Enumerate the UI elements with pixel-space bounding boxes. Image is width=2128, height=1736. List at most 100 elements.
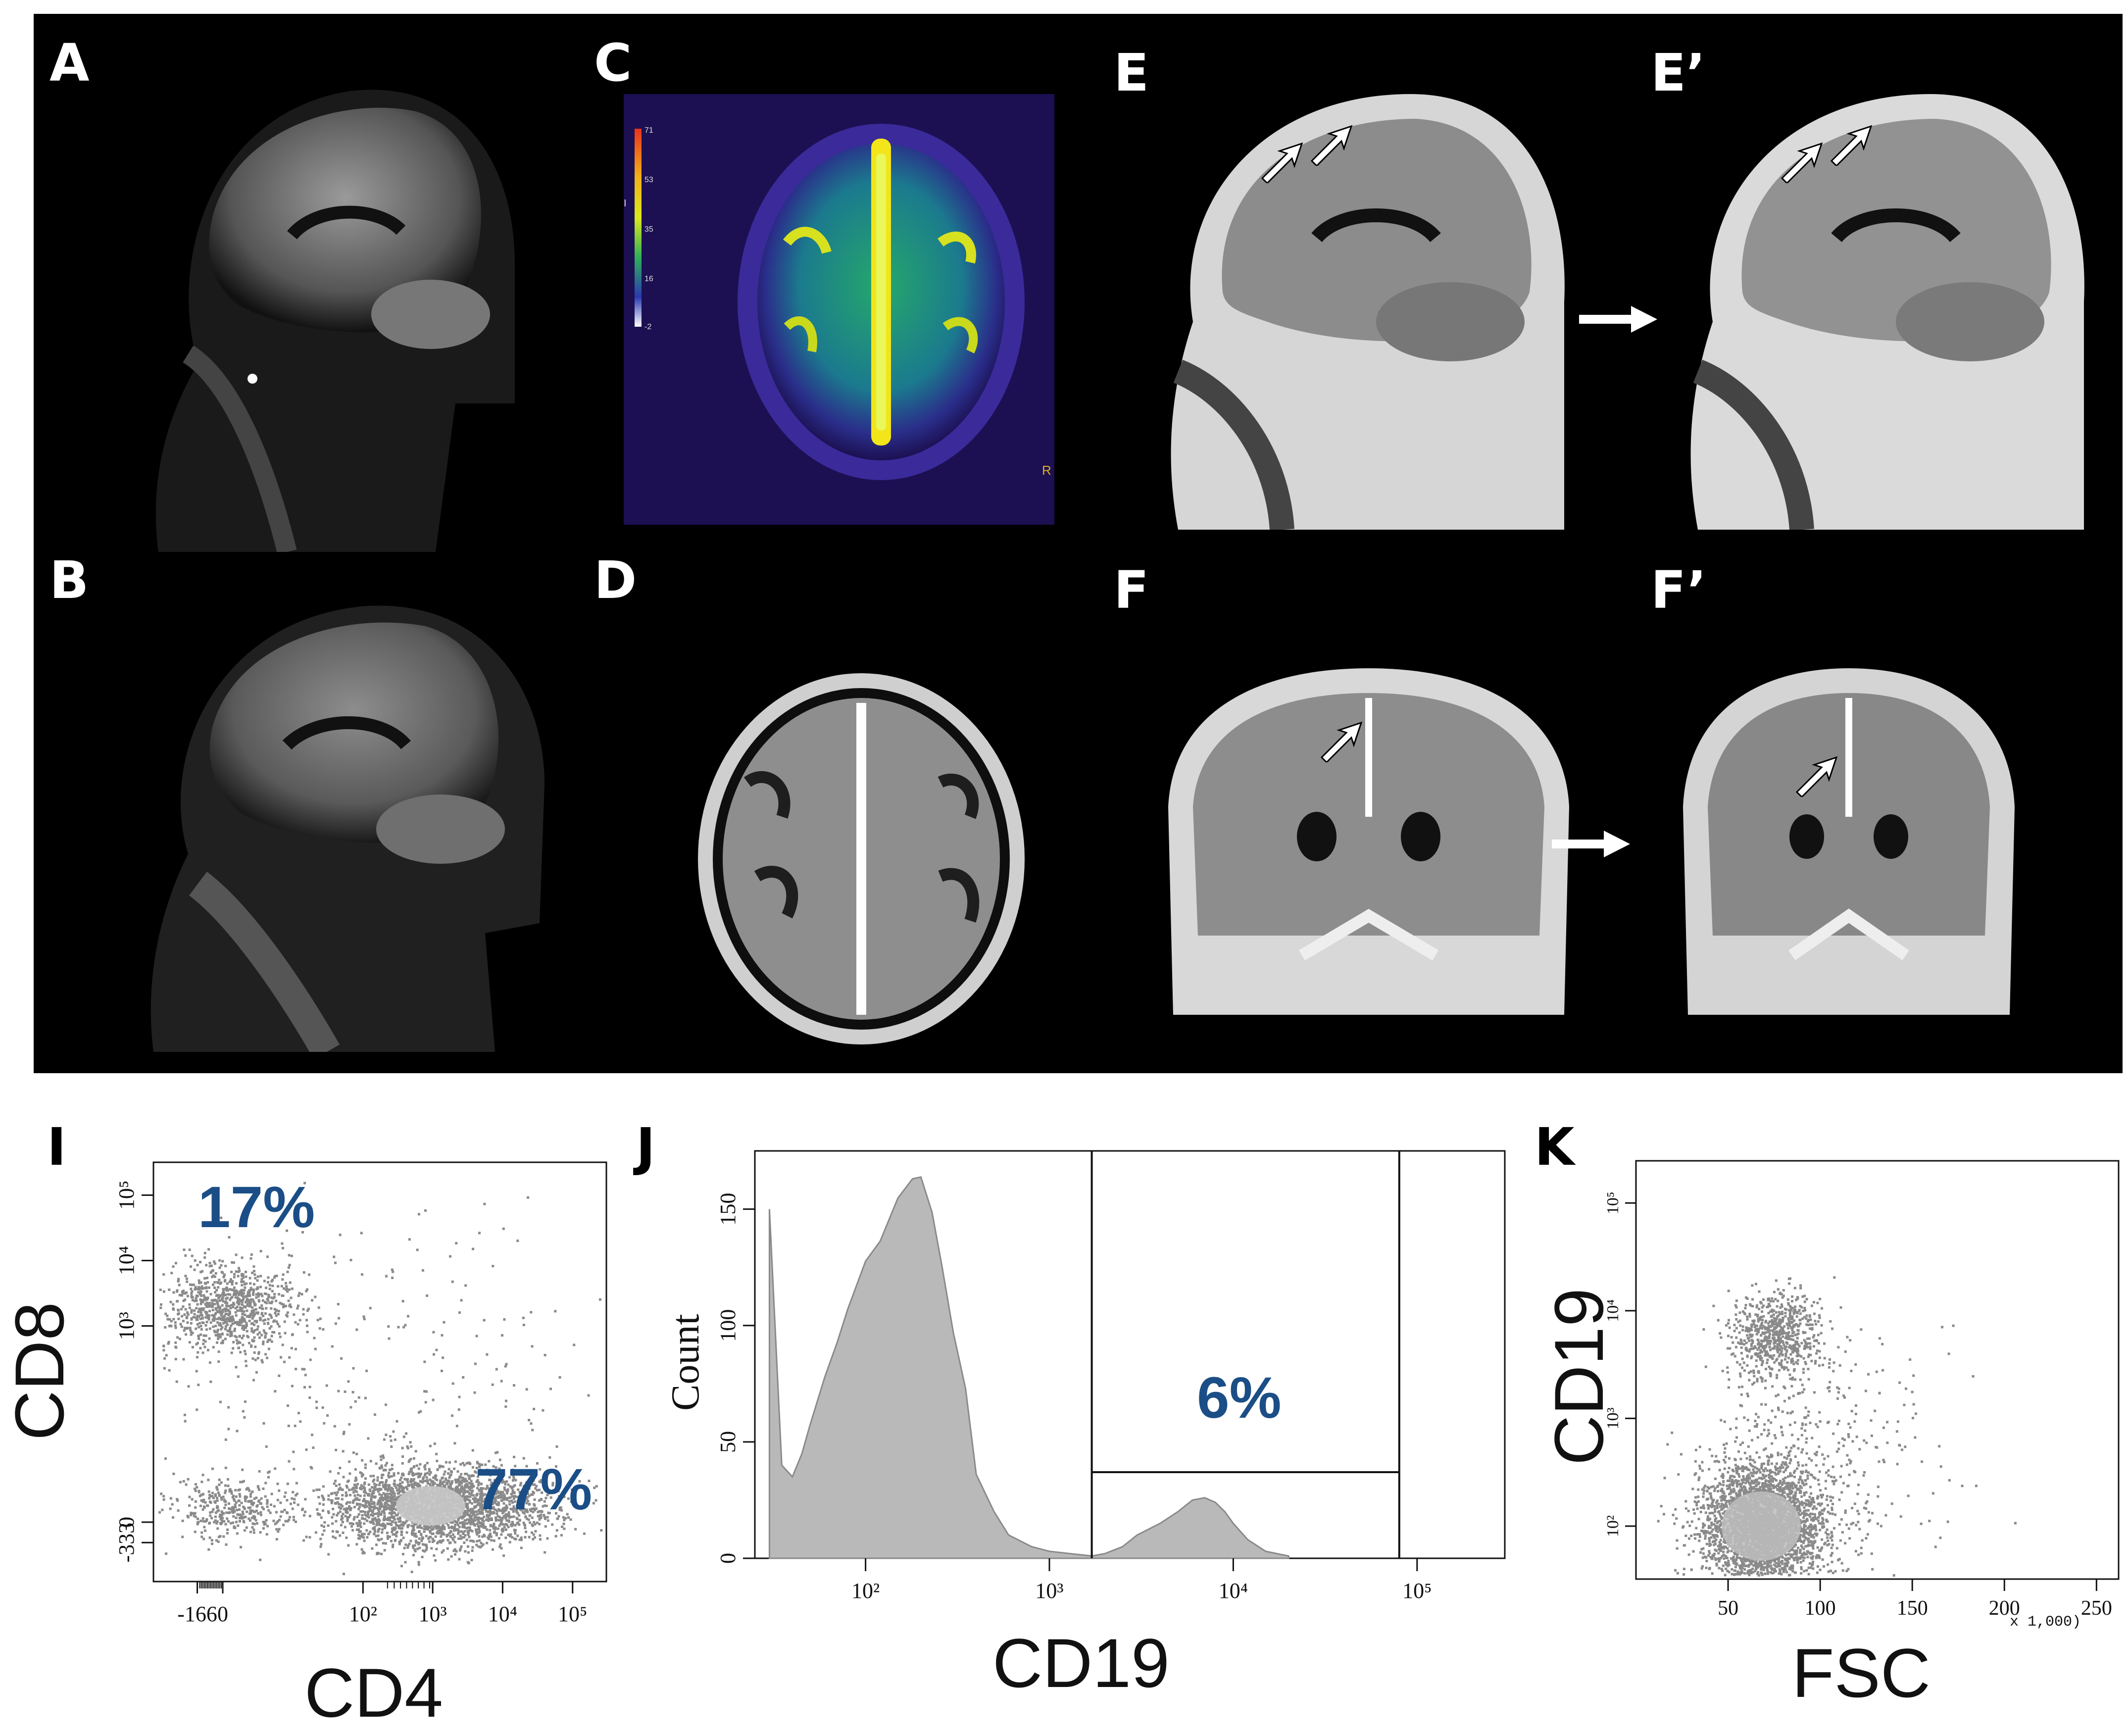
chart-i-dot: [504, 1405, 507, 1408]
chart-k-dot: [1764, 1387, 1767, 1389]
chart-i-dot: [389, 1497, 392, 1500]
chart-i-dot: [419, 1463, 422, 1466]
chart-i-dot: [477, 1520, 480, 1523]
chart-i-dot: [264, 1335, 267, 1338]
chart-i-dot: [395, 1521, 397, 1524]
chart-i-dot: [204, 1303, 207, 1306]
chart-i-dot: [234, 1506, 237, 1509]
chart-i-dot: [493, 1487, 495, 1490]
chart-i-dot: [222, 1322, 225, 1325]
chart-i-dot: [480, 1487, 483, 1490]
chart-j-ytick-label: 0: [716, 1553, 740, 1564]
chart-i-dot: [223, 1506, 226, 1509]
chart-k-dot: [1789, 1306, 1792, 1309]
chart-i-dot: [522, 1511, 524, 1514]
chart-i-dot: [470, 1514, 473, 1517]
chart-i-dot: [487, 1536, 490, 1539]
chart-i-dot: [234, 1328, 236, 1331]
chart-i-dot: [534, 1523, 537, 1526]
chart-i-dot: [200, 1308, 203, 1311]
chart-i-dot: [403, 1546, 406, 1549]
chart-i-dot: [239, 1306, 242, 1309]
chart-i-dot: [334, 1261, 337, 1264]
chart-i-dot: [508, 1520, 511, 1523]
chart-k-dot: [1784, 1315, 1787, 1318]
chart-i-dot: [364, 1396, 367, 1399]
chart-i-dot: [381, 1505, 384, 1508]
chart-k-dot: [1797, 1329, 1800, 1332]
chart-k-dot: [1777, 1351, 1780, 1354]
chart-i-dot: [341, 1498, 344, 1501]
chart-i-dot: [552, 1488, 555, 1491]
chart-i-dot: [421, 1269, 424, 1272]
chart-k-dot: [1801, 1295, 1804, 1298]
chart-k-dot: [1791, 1357, 1794, 1360]
chart-k-dot: [1792, 1331, 1795, 1334]
chart-i-dot: [361, 1273, 363, 1276]
chart-i-dot: [355, 1452, 358, 1455]
chart-i-dot: [405, 1531, 408, 1534]
chart-i-dot: [460, 1473, 463, 1476]
chart-k-dot: [1782, 1335, 1784, 1338]
chart-i-dot: [204, 1324, 207, 1327]
chart-i-dot: [543, 1504, 546, 1507]
chart-k-dot: [1778, 1311, 1781, 1314]
chart-i-dot: [202, 1294, 205, 1297]
chart-i-annotation-cd4: 77%: [475, 1457, 593, 1522]
chart-k-dot: [1777, 1334, 1779, 1337]
chart-k-dot: [1782, 1289, 1785, 1291]
chart-i-dot: [223, 1321, 226, 1324]
chart-i-dot: [391, 1520, 394, 1523]
chart-i-dot: [503, 1506, 506, 1509]
chart-i-dot: [202, 1307, 205, 1310]
chart-i-dot: [177, 1280, 180, 1283]
chart-k-dot: [1815, 1352, 1818, 1355]
chart-k-xtick-label: 50: [1718, 1597, 1738, 1620]
chart-i-dot: [216, 1293, 219, 1296]
chart-i-dot: [213, 1275, 216, 1278]
chart-i-dot: [395, 1514, 397, 1517]
chart-i-dot: [261, 1506, 264, 1509]
chart-i-dot: [486, 1496, 488, 1499]
chart-i-dot: [232, 1494, 235, 1497]
chart-i-dot: [228, 1304, 231, 1307]
chart-i-dot: [518, 1505, 521, 1508]
chart-i-dot: [454, 1460, 457, 1463]
chart-i-dot: [245, 1275, 247, 1278]
chart-i-dot: [481, 1508, 484, 1510]
chart-k-dot: [1810, 1304, 1813, 1307]
chart-i-dot: [445, 1535, 448, 1538]
chart-i-dot: [382, 1518, 385, 1521]
chart-i-dot: [209, 1380, 212, 1383]
chart-i-dot: [176, 1336, 179, 1339]
chart-i-dot: [498, 1509, 501, 1512]
chart-i-dot: [473, 1512, 475, 1515]
chart-i-dot: [224, 1319, 227, 1322]
chart-i-dot: [437, 1524, 440, 1527]
chart-i-dot: [497, 1508, 500, 1511]
chart-i-dot: [502, 1508, 505, 1511]
chart-k-dot: [1766, 1336, 1769, 1339]
chart-i-dot: [215, 1308, 218, 1311]
chart-k-dot: [1770, 1339, 1773, 1342]
chart-i-dot: [217, 1311, 220, 1313]
chart-i-dot: [277, 1313, 280, 1316]
chart-i-dot: [469, 1508, 472, 1511]
chart-i-dot: [378, 1499, 381, 1502]
chart-k-dot: [1794, 1309, 1797, 1312]
chart-i-dot: [408, 1471, 411, 1474]
chart-k-dot: [1785, 1350, 1788, 1353]
chart-i-dot: [382, 1492, 385, 1495]
chart-k-dot: [1750, 1355, 1753, 1358]
chart-k-dot: [1757, 1341, 1760, 1344]
chart-i-dot: [318, 1488, 321, 1491]
chart-i-dot: [241, 1324, 244, 1327]
chart-i-dot: [487, 1519, 490, 1522]
chart-i-dot: [197, 1291, 200, 1294]
chart-i-dot: [169, 1507, 172, 1510]
chart-i-dot: [296, 1307, 299, 1310]
chart-i-dot: [218, 1266, 221, 1269]
chart-j-xtick-label: 10⁴: [1219, 1579, 1248, 1603]
chart-k-dot: [1803, 1347, 1806, 1350]
chart-i-dot: [404, 1324, 407, 1327]
